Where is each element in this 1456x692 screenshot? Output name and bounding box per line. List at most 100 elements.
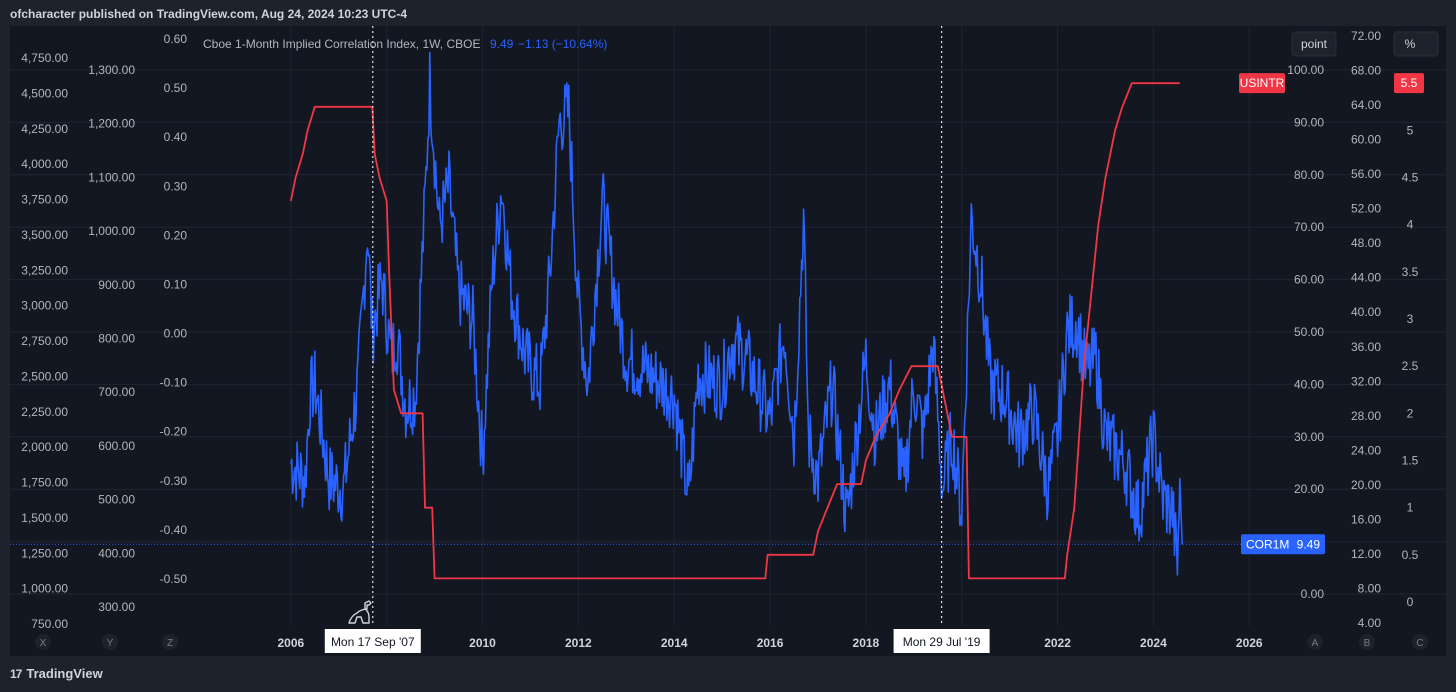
right-axis-1-tick: 44.00: [1351, 271, 1381, 285]
left-axis-0-tick: 2,250.00: [21, 405, 68, 419]
grid-lines: [10, 26, 1446, 626]
left-axis-0-tick: 3,750.00: [21, 193, 68, 207]
time-axis-tick: 2026: [1236, 636, 1263, 650]
right-axis-1-tick: 52.00: [1351, 202, 1381, 216]
axis-button-bg: [102, 634, 118, 650]
axis-button-bg: [1307, 634, 1323, 650]
left-axis-1-tick: 800.00: [98, 332, 135, 346]
last-price-labels: COR1M 9.49 USINTR 5.5: [1239, 73, 1424, 555]
left-axis-2-tick: 0.40: [164, 130, 188, 144]
right-axis-0-tick: 40.00: [1294, 377, 1324, 391]
time-axis-tick: 2018: [853, 636, 880, 650]
crosshair-date-label: Mon 17 Sep '07: [331, 635, 415, 649]
left-axis-2-tick: -0.20: [160, 425, 188, 439]
right-axis-2-tick: 2: [1407, 406, 1414, 420]
left-axis-2-tick: 0.20: [164, 228, 188, 242]
axis-button-a: A: [1312, 638, 1319, 649]
axis-button-x: X: [40, 638, 47, 649]
right-axis-0-tick: 80.00: [1294, 168, 1324, 182]
left-axis-1-tick: 500.00: [98, 493, 135, 507]
right-axis-1-tick: 32.00: [1351, 374, 1381, 388]
usintr-tag-box: [1239, 73, 1285, 94]
crosshair-markers: Mon 17 Sep '07 Mon 29 Jul '19: [324, 26, 990, 653]
percent-label: %: [1405, 37, 1416, 51]
axis-button-bg: [35, 634, 51, 650]
left-axis-1-tick: 1,000.00: [88, 224, 135, 238]
point-scale-button[interactable]: point: [1291, 31, 1337, 57]
axis-button-y: Y: [107, 638, 114, 649]
right-axis-1-tick: 48.00: [1351, 236, 1381, 250]
usintr-tag-name: USINTR: [1240, 76, 1285, 90]
left-axis-0-tick: 750.00: [31, 617, 68, 631]
time-axis-tick: 2006: [277, 636, 304, 650]
left-axis-0-tick: 1,000.00: [21, 582, 68, 596]
axis-button-bg: [162, 634, 178, 650]
right-axis-0-tick: 60.00: [1294, 273, 1324, 287]
left-axis-0-tick: 4,250.00: [21, 122, 68, 136]
time-axis-tick: 2024: [1140, 636, 1167, 650]
right-axis-1-tick: 4.00: [1358, 616, 1382, 630]
left-axis-2-tick: -0.50: [160, 572, 188, 586]
right-axis-2-tick: 3: [1407, 312, 1414, 326]
dino-icon: [348, 600, 372, 624]
left-axis-1-tick: 400.00: [98, 546, 135, 560]
left-axis-0-tick: 4,500.00: [21, 86, 68, 100]
publish-caption: ofcharacter published on TradingView.com…: [10, 7, 408, 21]
left-axis-0-tick: 1,750.00: [21, 476, 68, 490]
price-chart[interactable]: Cboe 1-Month Implied Correlation Index, …: [10, 26, 1446, 656]
axis-button-b: B: [1364, 638, 1371, 649]
tradingview-logo-icon: 17: [10, 666, 22, 681]
left-axis-1-tick: 600.00: [98, 439, 135, 453]
point-label: point: [1301, 37, 1328, 51]
right-axis-2-tick: 4.5: [1402, 171, 1419, 185]
left-axis-0-tick: 1,500.00: [21, 511, 68, 525]
right-axis-2-tick: 1.5: [1402, 454, 1419, 468]
time-axis-tick: 2022: [1044, 636, 1071, 650]
left-axis-0-tick: 4,750.00: [21, 51, 68, 65]
time-axis[interactable]: 2006200820102012201420162018202020222024…: [277, 636, 1262, 650]
right-axis-0-tick: 90.00: [1294, 115, 1324, 129]
left-axis-0-tick: 2,750.00: [21, 334, 68, 348]
right-axis-2-tick: 5: [1407, 123, 1414, 137]
left-axis-0-tick: 2,000.00: [21, 440, 68, 454]
right-axis-2-tick: 1: [1407, 501, 1414, 515]
left-price-axes[interactable]: 4,750.00 4,500.00 4,250.00 4,000.00 3,750.00…: [21, 32, 187, 631]
usintr-tag-value: 5.5: [1401, 76, 1418, 90]
cor1m-tag-box: [1241, 534, 1325, 555]
left-axis-0-tick: 3,500.00: [21, 228, 68, 242]
right-axis-1-tick: 40.00: [1351, 305, 1381, 319]
left-axis-2-tick: 0.50: [164, 81, 188, 95]
left-axis-0-tick: 4,000.00: [21, 157, 68, 171]
right-axis-1-tick: 56.00: [1351, 167, 1381, 181]
time-axis-tick: 2014: [661, 636, 688, 650]
left-axis-1-tick: 1,200.00: [88, 117, 135, 131]
legend-value: 9.49: [490, 37, 514, 51]
legend-title: Cboe 1-Month Implied Correlation Index, …: [203, 37, 480, 51]
right-axis-1-tick: 20.00: [1351, 478, 1381, 492]
left-axis-2-tick: 0.10: [164, 277, 188, 291]
series-lines: [10, 51, 1242, 580]
axis-button-z: Z: [167, 638, 173, 649]
axis-button-c: C: [1416, 638, 1423, 649]
usintr-line: [289, 82, 1180, 580]
time-axis-tick: 2012: [565, 636, 592, 650]
left-axis-2-tick: -0.30: [160, 474, 188, 488]
cor1m-line: [290, 51, 1183, 576]
right-axis-2-tick: 0.5: [1402, 548, 1419, 562]
tradingview-footer: 17 TradingView: [10, 666, 103, 681]
right-axis-1-tick: 60.00: [1351, 133, 1381, 147]
left-axis-2-tick: 0.30: [164, 179, 188, 193]
crosshair-date-box: [324, 629, 421, 653]
right-axis-1-tick: 68.00: [1351, 64, 1381, 78]
percent-scale-button[interactable]: %: [1393, 31, 1439, 57]
left-axis-1-tick: 900.00: [98, 278, 135, 292]
left-axis-1-tick: 1,100.00: [88, 170, 135, 184]
right-axis-1-tick: 72.00: [1351, 29, 1381, 43]
right-axis-1-tick: 8.00: [1358, 581, 1382, 595]
right-axis-0-tick: 30.00: [1294, 430, 1324, 444]
left-axis-2-tick: -0.10: [160, 376, 188, 390]
right-axis-1-tick: 12.00: [1351, 547, 1381, 561]
left-axis-0-tick: 2,500.00: [21, 369, 68, 383]
chart-pane[interactable]: Cboe 1-Month Implied Correlation Index, …: [10, 26, 1446, 656]
